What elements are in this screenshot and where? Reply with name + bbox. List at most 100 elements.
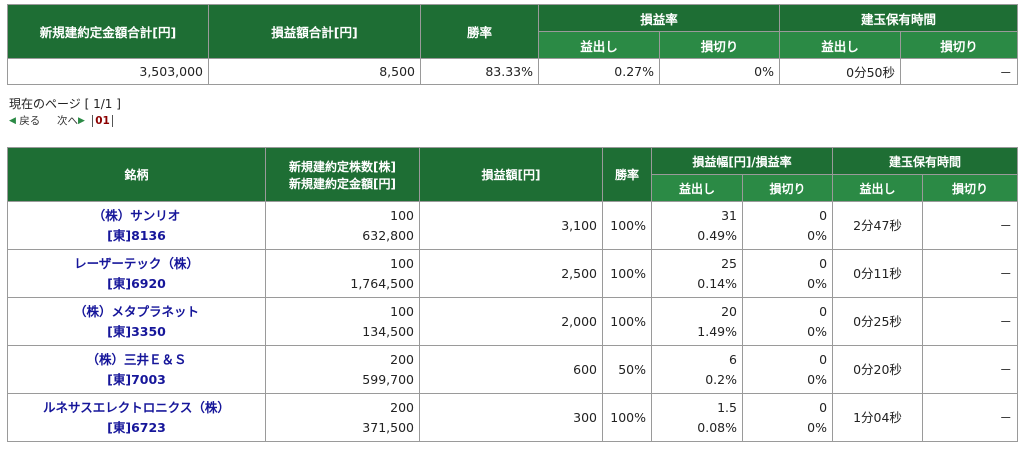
summary-row: 3,503,000 8,500 83.33% 0.27% 0% 0分50秒 － [7, 58, 1019, 85]
table-row: （株）メタプラネット [東]3350 100 134,500 2,000 100… [7, 297, 1019, 346]
hold-profit: 0分20秒 [832, 345, 924, 394]
summary-total-amount: 3,503,000 [7, 58, 209, 85]
back-label: 戻る [19, 115, 41, 127]
next-link[interactable]: 次へ▶ [57, 115, 85, 127]
pl-amount: 600 [419, 345, 603, 394]
stock-cell[interactable]: （株）メタプラネット [東]3350 [7, 297, 266, 346]
stock-cell[interactable]: レーザーテック（株） [東]6920 [7, 249, 266, 298]
profit-width-cell: 25 0.14% [651, 249, 743, 298]
hold-loss: － [922, 345, 1019, 394]
detail-header-win-rate: 勝率 [602, 147, 652, 202]
profit-width: 31 [721, 207, 737, 223]
shares-amount-cell: 100 632,800 [265, 201, 420, 250]
loss-width: 0 [819, 351, 828, 367]
loss-rate: 0% [807, 227, 828, 243]
pl-amount: 2,500 [419, 249, 603, 298]
pl-amount: 300 [419, 393, 603, 442]
amount: 371,500 [362, 419, 414, 435]
stock-cell[interactable]: （株）三井Ｅ＆Ｓ [東]7003 [7, 345, 266, 394]
summary-pl-rate-profit: 0.27% [538, 58, 660, 85]
amount: 1,764,500 [350, 275, 414, 291]
hold-loss: － [922, 201, 1019, 250]
stock-code[interactable]: [東]3350 [107, 323, 166, 339]
detail-header-stock: 銘柄 [7, 147, 266, 202]
stock-code[interactable]: [東]6723 [107, 419, 166, 435]
loss-rate: 0% [807, 371, 828, 387]
stock-code[interactable]: [東]7003 [107, 371, 166, 387]
shares: 200 [390, 399, 414, 415]
back-link[interactable]: ◀ 戻る [9, 115, 40, 127]
shares-amount-cell: 100 1,764,500 [265, 249, 420, 298]
profit-rate: 0.14% [697, 275, 737, 291]
shares: 100 [390, 207, 414, 223]
detail-header-width-profit: 益出し [651, 174, 743, 202]
loss-width: 0 [819, 399, 828, 415]
detail-header-hold-time: 建玉保有時間 [832, 147, 1019, 175]
triangle-right-icon: ▶ [77, 116, 85, 126]
win-rate: 100% [602, 201, 652, 250]
amount: 599,700 [362, 371, 414, 387]
loss-rate: 0% [807, 323, 828, 339]
stock-code[interactable]: [東]6920 [107, 275, 166, 291]
pl-amount: 3,100 [419, 201, 603, 250]
triangle-left-icon: ◀ [9, 116, 16, 126]
win-rate: 100% [602, 249, 652, 298]
stock-code[interactable]: [東]8136 [107, 227, 166, 243]
detail-header-shares-amount: 新規建約定株数[株] 新規建約定金額[円] [265, 147, 420, 202]
stock-cell[interactable]: （株）サンリオ [東]8136 [7, 201, 266, 250]
stock-name[interactable]: レーザーテック（株） [74, 255, 199, 271]
table-row: レーザーテック（株） [東]6920 100 1,764,500 2,500 1… [7, 249, 1019, 298]
summary-header-hold-loss: 損切り [900, 31, 1019, 59]
loss-width-cell: 0 0% [741, 297, 834, 346]
stock-name[interactable]: （株）サンリオ [92, 207, 181, 223]
shares: 100 [390, 303, 414, 319]
amount: 632,800 [362, 227, 414, 243]
shares-amount-cell: 200 371,500 [265, 393, 420, 442]
loss-rate: 0% [807, 419, 828, 435]
loss-width: 0 [819, 207, 828, 223]
stock-cell[interactable]: ルネサスエレクトロニクス（株） [東]6723 [7, 393, 266, 442]
page-number-01[interactable]: 01 [92, 115, 113, 127]
profit-rate: 1.49% [697, 323, 737, 339]
summary-header-pl-rate-profit: 益出し [538, 31, 660, 59]
summary-pl-rate-loss: 0% [658, 58, 781, 85]
detail-header-amount: 新規建約定金額[円] [289, 176, 396, 191]
profit-width: 25 [721, 255, 737, 271]
shares: 200 [390, 351, 414, 367]
hold-profit: 2分47秒 [832, 201, 924, 250]
detail-header-width-loss: 損切り [741, 174, 834, 202]
loss-width-cell: 0 0% [741, 201, 834, 250]
win-rate: 100% [602, 393, 652, 442]
table-row: ルネサスエレクトロニクス（株） [東]6723 200 371,500 300 … [7, 393, 1019, 442]
hold-loss: － [922, 297, 1019, 346]
stock-name[interactable]: （株）三井Ｅ＆Ｓ [86, 351, 187, 367]
summary-hold-profit: 0分50秒 [779, 58, 902, 85]
profit-width-cell: 1.5 0.08% [651, 393, 743, 442]
stock-name[interactable]: （株）メタプラネット [73, 303, 199, 319]
loss-width-cell: 0 0% [741, 249, 834, 298]
summary-hold-loss: － [900, 58, 1019, 85]
profit-width: 1.5 [717, 399, 737, 415]
table-row: （株）サンリオ [東]8136 100 632,800 3,100 100% 3… [7, 201, 1019, 250]
loss-width: 0 [819, 255, 828, 271]
profit-width-cell: 20 1.49% [651, 297, 743, 346]
profit-rate: 0.49% [697, 227, 737, 243]
detail-header-shares: 新規建約定株数[株] [289, 159, 396, 174]
summary-header-pl-rate-loss: 損切り [658, 31, 781, 59]
shares: 100 [390, 255, 414, 271]
win-rate: 100% [602, 297, 652, 346]
summary-header-win-rate: 勝率 [420, 4, 539, 59]
amount: 134,500 [362, 323, 414, 339]
profit-width: 20 [721, 303, 737, 319]
hold-profit: 1分04秒 [832, 393, 924, 442]
hold-loss: － [922, 249, 1019, 298]
detail-header-pl-width: 損益幅[円]/損益率 [650, 147, 834, 175]
summary-header-total-amount: 新規建約定金額合計[円] [7, 4, 209, 59]
table-row: （株）三井Ｅ＆Ｓ [東]7003 200 599,700 600 50% 6 0… [7, 345, 1019, 394]
hold-loss: － [922, 393, 1019, 442]
stock-name[interactable]: ルネサスエレクトロニクス（株） [43, 399, 230, 415]
summary-header-hold-profit: 益出し [779, 31, 902, 59]
loss-width: 0 [819, 303, 828, 319]
loss-rate: 0% [807, 275, 828, 291]
summary-header-hold-time: 建玉保有時間 [779, 4, 1019, 32]
